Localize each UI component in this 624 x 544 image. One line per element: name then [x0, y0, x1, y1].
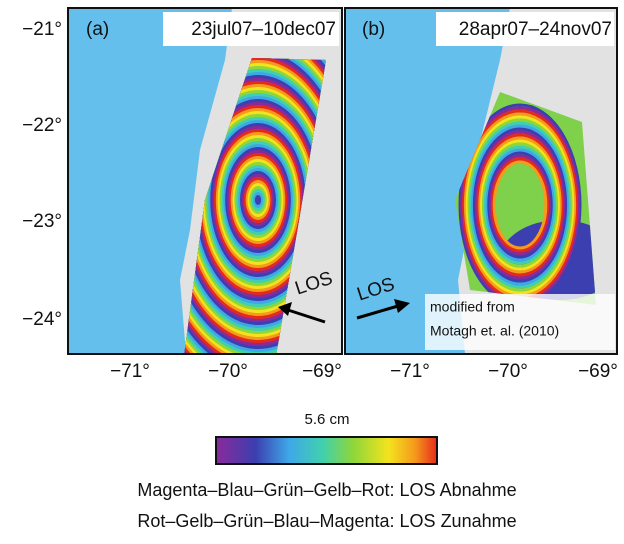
x-tick-label: −69° [302, 361, 342, 382]
panel-b [345, 8, 617, 354]
fringe [492, 160, 548, 250]
fringe [481, 142, 559, 268]
panel-title: 28apr07–24nov07 [459, 19, 612, 40]
y-tick-label: −24° [22, 309, 62, 330]
x-tick-label: −70° [208, 361, 248, 382]
los-arrow [356, 304, 399, 320]
fringe [485, 148, 555, 262]
fringe [469, 121, 571, 289]
fringe [483, 145, 557, 265]
fringe [458, 103, 582, 305]
title-box [163, 12, 339, 46]
panel-label: (a) [86, 19, 109, 40]
note: Motagh et. al. (2010) [430, 323, 559, 339]
fringe [254, 195, 262, 205]
colorbar-label: 5.6 cm [304, 411, 349, 428]
x-tick-label: −70° [488, 361, 528, 382]
arrow-head [278, 302, 292, 316]
note-box [425, 294, 615, 350]
x-tick-label: −71° [110, 361, 150, 382]
fringe [471, 124, 569, 286]
frame [344, 7, 618, 355]
fringe [489, 154, 551, 256]
x-tick-label: −71° [390, 361, 430, 382]
y-tick-label: −23° [22, 211, 62, 232]
caption: Rot–Gelb–Grün–Blau–Magenta: LOS Zunahme [137, 511, 516, 531]
panel-a [68, 8, 342, 354]
fringe [467, 118, 573, 292]
arrow-head [394, 299, 410, 313]
los-arrow [287, 308, 326, 324]
colorbar [215, 436, 438, 465]
x-axis: −71° −70° −69° −71° −70° −69° [110, 361, 618, 382]
fringe [490, 157, 550, 253]
title-box [436, 12, 614, 46]
panel-label: (b) [362, 19, 385, 40]
fringe [476, 133, 564, 277]
y-tick-label: −21° [22, 19, 62, 40]
caption: Magenta–Blau–Grün–Gelb–Rot: LOS Abnahme [137, 480, 516, 500]
panel-title: 23jul07–10dec07 [191, 19, 336, 40]
y-tick-label: −22° [22, 115, 62, 136]
fringe [480, 139, 560, 271]
fringe [487, 151, 553, 259]
note: modified from [430, 299, 515, 315]
fringe [478, 136, 562, 274]
x-tick-label: −69° [578, 361, 618, 382]
fringe [472, 127, 568, 283]
frame [67, 7, 343, 355]
fringe [465, 115, 575, 295]
fringe [474, 130, 566, 280]
y-axis: −21° −22° −23° −24° [22, 19, 62, 330]
